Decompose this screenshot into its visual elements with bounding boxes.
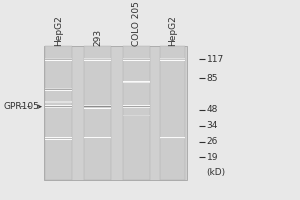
Bar bbox=[46, 60, 72, 61]
Text: HepG2: HepG2 bbox=[168, 15, 177, 46]
Bar bbox=[46, 107, 72, 108]
Bar bbox=[84, 105, 111, 106]
Bar bbox=[123, 59, 150, 60]
Text: 293: 293 bbox=[93, 29, 102, 46]
Text: 19: 19 bbox=[207, 153, 218, 162]
Bar bbox=[160, 46, 185, 180]
Bar bbox=[123, 105, 150, 106]
Bar bbox=[84, 58, 111, 59]
Bar bbox=[46, 59, 72, 60]
Text: COLO 205: COLO 205 bbox=[132, 1, 141, 46]
Text: 117: 117 bbox=[207, 55, 224, 64]
Text: 34: 34 bbox=[207, 121, 218, 130]
Bar bbox=[84, 59, 111, 60]
Bar bbox=[46, 58, 72, 59]
Bar bbox=[46, 106, 72, 107]
Bar bbox=[44, 46, 187, 180]
Bar bbox=[123, 106, 150, 107]
Bar bbox=[46, 105, 72, 106]
Bar bbox=[84, 108, 111, 109]
Text: 85: 85 bbox=[207, 74, 218, 83]
Bar bbox=[46, 89, 72, 90]
Bar bbox=[123, 46, 150, 180]
Bar bbox=[84, 107, 111, 108]
Bar bbox=[160, 60, 185, 61]
Text: (kD): (kD) bbox=[207, 168, 226, 177]
Bar bbox=[123, 107, 150, 108]
Text: HepG2: HepG2 bbox=[54, 15, 63, 46]
Bar bbox=[84, 106, 111, 107]
Bar bbox=[160, 58, 185, 59]
Text: GPR105: GPR105 bbox=[4, 102, 40, 111]
Text: 26: 26 bbox=[207, 137, 218, 146]
Text: 48: 48 bbox=[207, 105, 218, 114]
Bar bbox=[46, 88, 72, 89]
Bar bbox=[84, 60, 111, 61]
Bar bbox=[123, 60, 150, 61]
Bar bbox=[123, 58, 150, 59]
Bar bbox=[160, 59, 185, 60]
Bar bbox=[84, 46, 111, 180]
Text: – –: – – bbox=[20, 102, 32, 111]
Bar bbox=[46, 46, 72, 180]
Bar bbox=[46, 90, 72, 91]
